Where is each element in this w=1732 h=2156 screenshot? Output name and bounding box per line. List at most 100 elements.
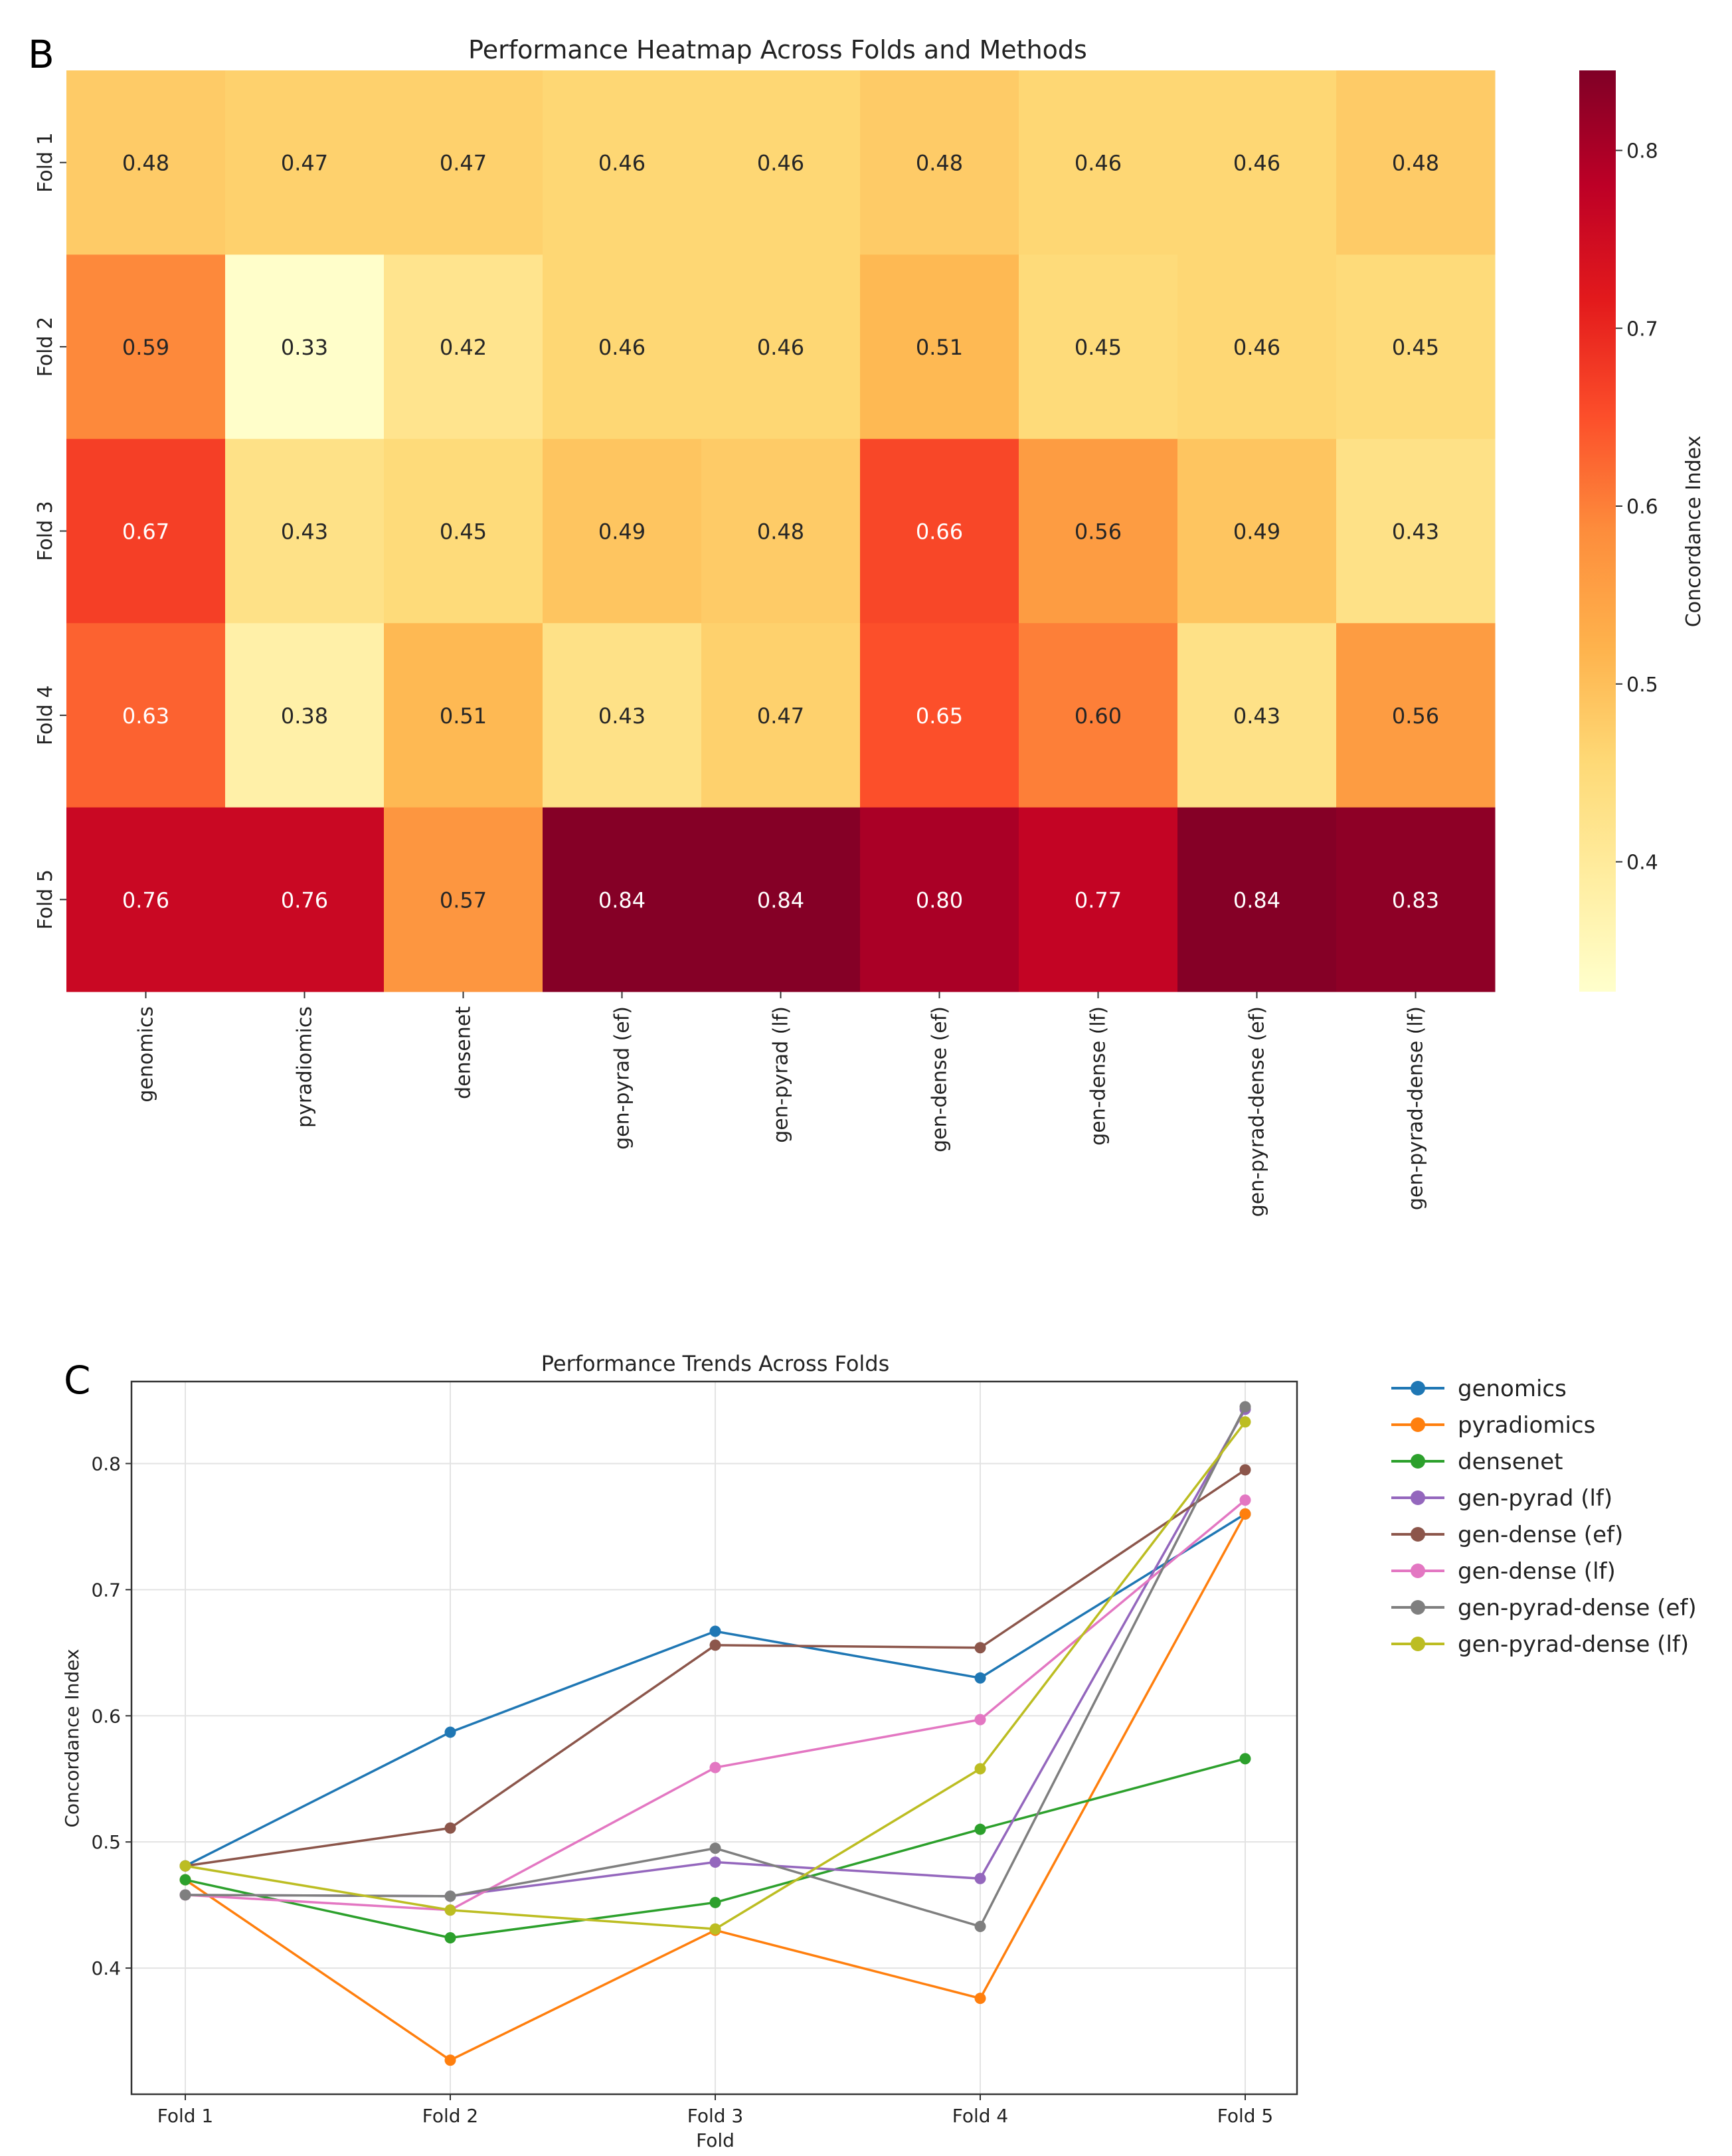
series-point (1239, 1494, 1251, 1506)
series-point (179, 1874, 191, 1886)
y-tick-label: 0.4 (91, 1957, 121, 1979)
series-point (444, 1904, 456, 1916)
heatmap-cell-value: 0.63 (122, 703, 169, 729)
heatmap-cell-value: 0.45 (440, 519, 487, 545)
series-point (709, 1856, 721, 1868)
series-point (974, 1763, 986, 1775)
heatmap-cell-value: 0.84 (1233, 887, 1280, 913)
heatmap-column-label: gen-pyrad (lf) (770, 1006, 793, 1143)
heatmap-row-label: Fold 2 (34, 317, 57, 377)
series-point (974, 1642, 986, 1654)
heatmap-cell (384, 807, 543, 992)
heatmap-row-label: Fold 4 (34, 685, 57, 746)
colorbar-tick-label: 0.5 (1626, 674, 1658, 697)
heatmap-row-labels: Fold 1 Fold 2 Fold 3 Fold 4 Fold 5 (34, 132, 66, 930)
heatmap-cell (1336, 623, 1496, 808)
heatmap-cell (701, 438, 861, 624)
heatmap-cell (701, 254, 861, 440)
heatmap-cell-value: 0.77 (1075, 887, 1122, 913)
heatmap-column-label: pyradiomics (294, 1006, 317, 1128)
heatmap-cell-value: 0.47 (281, 151, 328, 176)
heatmap-cell (225, 438, 385, 624)
heatmap-cell-value: 0.48 (1392, 151, 1439, 176)
line-chart-series (179, 1401, 1251, 2066)
colorbar: 0.4 0.5 0.6 0.7 0.8 Concordance Index (1579, 70, 1705, 992)
heatmap-cell-value: 0.43 (1392, 519, 1439, 545)
heatmap-row-label: Fold 3 (34, 501, 57, 561)
heatmap-cell-value: 0.46 (1233, 151, 1280, 176)
heatmap-cell (384, 438, 543, 624)
series-point (709, 1639, 721, 1651)
series-point (974, 1714, 986, 1726)
legend-label: densenet (1458, 1449, 1563, 1475)
heatmap-cell (1019, 254, 1178, 440)
heatmap-cell (860, 254, 1019, 440)
x-tick-label: Fold 3 (687, 2105, 744, 2127)
heatmap-cell-value: 0.45 (1075, 335, 1122, 360)
heatmap-cell (1019, 70, 1178, 255)
series-point (974, 1672, 986, 1684)
heatmap-cell-value: 0.43 (281, 519, 328, 545)
colorbar-gradient (1579, 70, 1616, 992)
y-tick-label: 0.8 (91, 1453, 121, 1475)
series-point (709, 1896, 721, 1908)
colorbar-tick-label: 0.8 (1626, 139, 1658, 163)
heatmap-cell-value: 0.84 (598, 887, 646, 913)
line-chart-frame (130, 1380, 1298, 2096)
legend-label: gen-pyrad-dense (ef) (1458, 1595, 1697, 1621)
series-point (179, 1860, 191, 1872)
heatmap-column-label: gen-dense (lf) (1087, 1006, 1110, 1146)
panel-b-letter: B (28, 32, 54, 77)
series-point (1239, 1464, 1251, 1476)
heatmap-cell-value: 0.33 (281, 335, 328, 360)
series-point (1239, 1401, 1251, 1413)
heatmap-cell (701, 70, 861, 255)
heatmap-panel: Performance Heatmap Across Folds and Met… (34, 35, 1705, 1217)
series-point (444, 1726, 456, 1738)
heatmap-cell (384, 254, 543, 440)
x-tick-label: Fold 4 (952, 2105, 1009, 2127)
heatmap-cell-value: 0.67 (122, 519, 169, 545)
colorbar-tick-label: 0.6 (1626, 495, 1658, 519)
heatmap-column-label: gen-pyrad-dense (ef) (1246, 1006, 1269, 1217)
heatmap-cell (543, 254, 702, 440)
heatmap-cell (1019, 438, 1178, 624)
series-point (974, 1823, 986, 1835)
heatmap-cell (225, 254, 385, 440)
heatmap-cell (543, 623, 702, 808)
heatmap-row-label: Fold 1 (34, 132, 57, 193)
heatmap-cell-value: 0.76 (122, 887, 169, 913)
heatmap-column-label: gen-dense (ef) (928, 1006, 952, 1152)
heatmap-cell (543, 438, 702, 624)
heatmap-cell (384, 70, 543, 255)
heatmap-cell (1336, 254, 1496, 440)
heatmap-cell-value: 0.65 (916, 703, 963, 729)
x-tick-label: Fold 1 (157, 2105, 214, 2127)
legend-label: pyradiomics (1458, 1412, 1595, 1439)
heatmap-cell (225, 807, 385, 992)
heatmap-cell (66, 623, 226, 808)
heatmap-cell-value: 0.43 (598, 703, 646, 729)
heatmap-cell-value: 0.56 (1075, 519, 1122, 545)
series-point (444, 1822, 456, 1834)
series-point (974, 1872, 986, 1884)
legend-label: gen-dense (ef) (1458, 1522, 1623, 1548)
heatmap-cell (225, 623, 385, 808)
heatmap-cell-value: 0.66 (916, 519, 963, 545)
heatmap-row-label: Fold 5 (34, 869, 57, 930)
heatmap-cell (860, 623, 1019, 808)
legend-label: genomics (1458, 1376, 1567, 1402)
series-point (444, 2054, 456, 2066)
heatmap-column-label: gen-pyrad (ef) (611, 1006, 634, 1150)
heatmap-title: Performance Heatmap Across Folds and Met… (468, 35, 1087, 64)
line-chart-xlabel: Fold (696, 2129, 735, 2151)
legend-marker (1411, 1600, 1425, 1615)
heatmap-cell (1336, 807, 1496, 992)
heatmap-cell (66, 254, 226, 440)
heatmap-cell-value: 0.46 (1233, 335, 1280, 360)
heatmap-cell (860, 807, 1019, 992)
heatmap-cell-value: 0.42 (440, 335, 487, 360)
heatmap-cell-value: 0.84 (757, 887, 804, 913)
y-tick-label: 0.5 (91, 1831, 121, 1853)
series-point (1239, 1416, 1251, 1428)
